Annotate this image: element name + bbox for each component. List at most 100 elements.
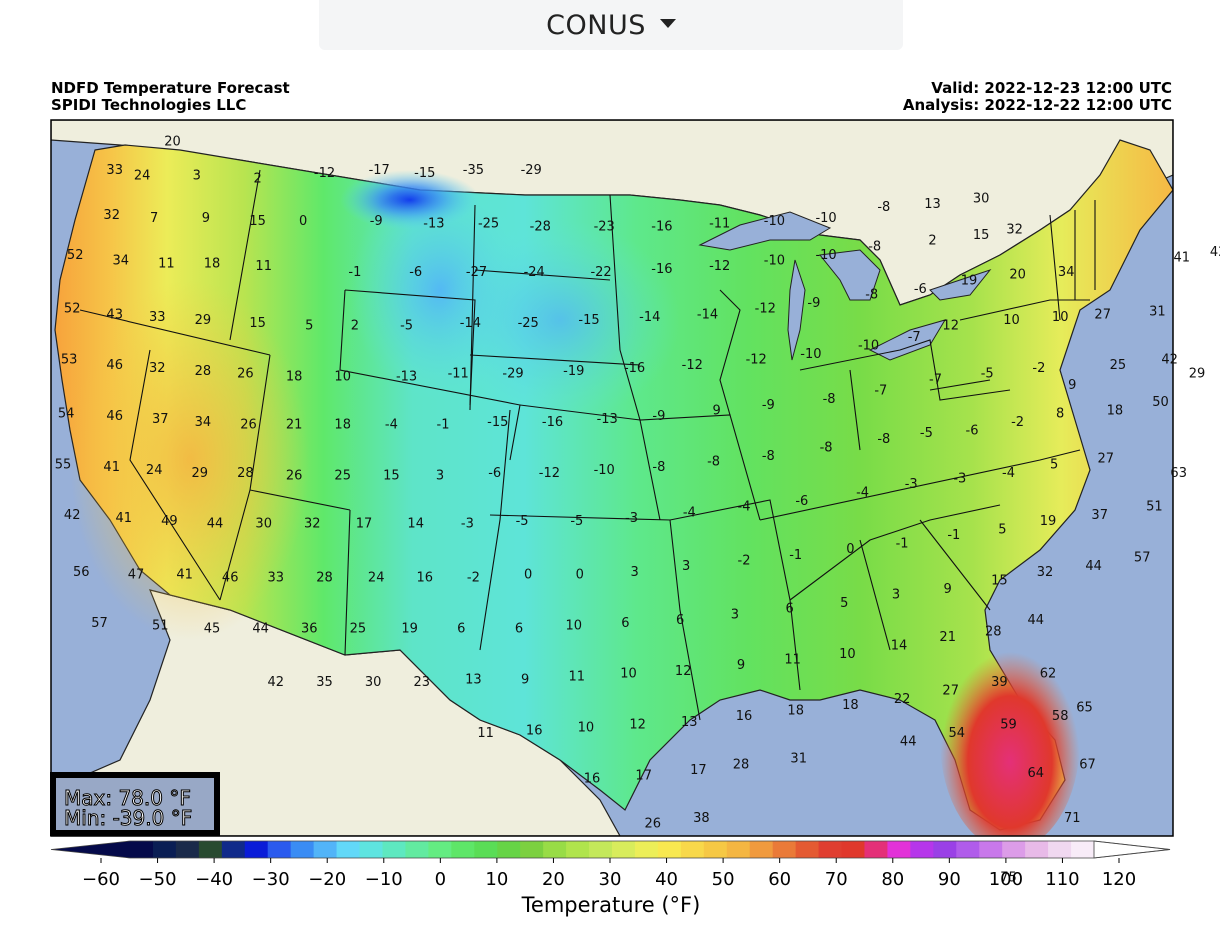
temp-label: 16 [736,709,753,724]
temp-label: -9 [370,214,383,229]
temp-label: 17 [690,763,707,778]
temp-label: 10 [334,370,351,385]
temp-label: -3 [625,511,638,526]
temp-label: 15 [991,573,1008,588]
temp-label: -5 [516,514,529,529]
colorbar [50,840,1171,859]
temp-label: -8 [762,449,775,464]
temp-label: 55 [55,457,72,472]
temp-label: 10 [1052,310,1069,325]
temp-label: 25 [334,469,351,484]
temp-label: -5 [981,367,994,382]
temp-label: 52 [64,302,81,317]
colorbar-segment [749,841,774,858]
temp-label: -1 [896,537,909,552]
colorbar-tick-label: −40 [195,869,233,890]
temp-label: 18 [334,418,351,433]
colorbar-tick-label: −10 [365,869,403,890]
temp-label: 32 [1037,565,1054,580]
colorbar-segment [336,841,361,858]
temp-label: -12 [539,466,560,481]
colorbar-segment [910,841,934,858]
temp-label: 46 [222,571,239,586]
temp-label: 27 [1094,307,1111,322]
temp-label: -22 [590,265,611,280]
temp-label: -8 [868,239,881,254]
temp-label: 12 [629,718,646,733]
temp-label: 53 [61,353,78,368]
temp-label: 6 [785,602,793,617]
temp-label: 11 [158,256,175,271]
min-temp: Min: -39.0 °F [64,806,193,830]
temp-label: 5 [305,319,313,334]
temp-label: -25 [478,217,499,232]
temp-label: 18 [1107,404,1124,419]
temp-label: -15 [578,313,599,328]
temp-label: 62 [1040,667,1057,682]
temp-label: 16 [584,771,601,786]
temp-label: 47 [128,568,145,583]
temp-label: 75 [1000,871,1017,886]
temp-label: 26 [237,367,254,382]
temp-label: 30 [973,191,990,206]
temp-label: 21 [286,418,303,433]
temp-label: 19 [401,621,418,636]
temp-label: 24 [368,571,385,586]
temp-label: 2 [351,319,359,334]
temp-label: -5 [570,514,583,529]
colorbar-segment [1025,841,1049,858]
state-borders [79,169,1096,721]
temp-label: 41 [116,511,133,526]
region-selector-label: CONUS [546,9,646,41]
temp-label: 10 [566,619,583,634]
temp-label: 42 [1210,245,1220,260]
temp-label: 9 [737,658,745,673]
colorbar-tick-label: 90 [938,869,961,890]
temp-label: -10 [764,254,785,269]
colorbar-tick-label: 120 [1102,869,1136,890]
temp-label: -4 [385,418,398,433]
colorbar-segment [979,841,1003,858]
temp-label: 9 [944,582,952,597]
temp-label: 6 [621,616,629,631]
temp-label: -12 [755,302,776,317]
temp-label: 51 [1146,500,1163,515]
temp-label: 18 [204,256,221,271]
colorbar-tick-label: 10 [485,869,508,890]
temp-label: 32 [149,361,166,376]
colorbar-segment [474,841,498,858]
colorbar-segment [657,841,682,858]
temp-label: 33 [106,163,123,178]
temp-label: -8 [823,392,836,407]
temp-label: 46 [106,409,123,424]
temp-label: 0 [576,568,584,583]
temp-label: -11 [448,367,469,382]
colorbar-segment [566,841,590,858]
temp-label: 33 [268,571,285,586]
temp-label: 28 [985,624,1002,639]
temp-label: 37 [1091,508,1108,523]
temp-label: 9 [1068,378,1076,393]
colorbar-outline [50,840,1171,859]
colorbar-segment [956,841,980,858]
temp-label: 36 [301,621,318,636]
temp-label: -10 [764,214,785,229]
temp-label: -10 [858,338,879,353]
colorbar-tick-label: 100 [989,869,1023,890]
colorbar-segment [841,841,866,858]
temp-label: 10 [620,667,637,682]
warm-area-west [70,280,310,640]
temp-label: 3 [193,169,201,184]
temp-label: 12 [675,664,692,679]
temp-label: 41 [1174,251,1191,266]
colorbar-segment [290,841,315,858]
colorbar-segment [1071,841,1095,858]
temp-label: 54 [58,406,75,421]
temp-label: -29 [502,367,523,382]
region-selector[interactable]: CONUS [319,0,903,50]
temp-label: 22 [894,692,911,707]
temp-label: 13 [681,715,698,730]
colorbar-segment [703,841,728,858]
temp-label: -5 [920,426,933,441]
colorbar-tick-label: 110 [1045,869,1079,890]
